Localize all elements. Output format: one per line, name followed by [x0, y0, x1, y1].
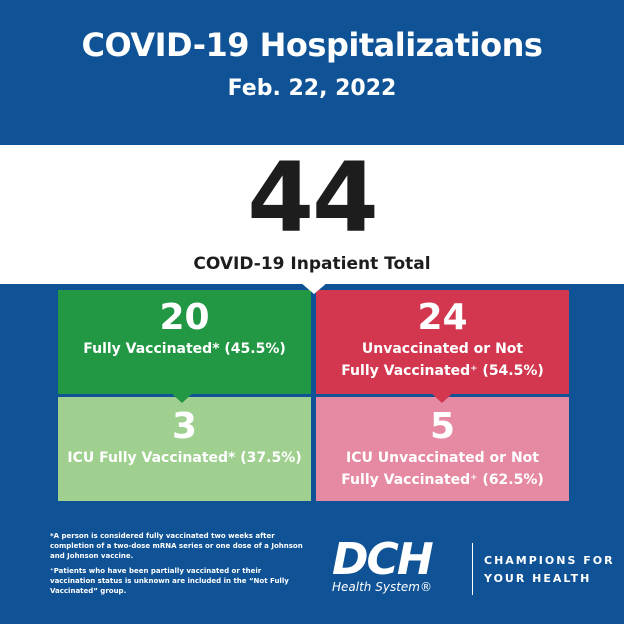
dch-logo-subtitle: Health System® [332, 580, 432, 594]
icu-unvaccinated-label-line1: ICU Unvaccinated or Not [346, 450, 539, 466]
unvaccinated-label-line2: Fully Vaccinated⁺ (54.5%) [341, 363, 544, 379]
inpatient-total-value: 44 [247, 142, 379, 254]
footnote-not-fully-vaccinated: ⁺Patients who have been partially vaccin… [50, 567, 289, 595]
icu-unvaccinated-label-line2: Fully Vaccinated⁺ (62.5%) [341, 472, 544, 488]
icu-fully-vaccinated-label: ICU Fully Vaccinated* (37.5%) [67, 450, 302, 466]
unvaccinated-box: 24 Unvaccinated or Not Fully Vaccinated⁺… [316, 290, 569, 394]
icu-unvaccinated-count: 5 [429, 406, 456, 447]
total-band [0, 145, 624, 284]
report-date: Feb. 22, 2022 [227, 76, 397, 101]
tagline-line2: YOUR HEALTH [484, 572, 592, 585]
dch-logo: DCH Health System® [328, 537, 468, 597]
tagline: CHAMPIONS FOR YOUR HEALTH [484, 552, 615, 588]
logo-divider [472, 543, 473, 595]
page-title: COVID-19 Hospitalizations [81, 26, 543, 64]
fully-vaccinated-count: 20 [159, 297, 210, 338]
dch-logo-mark: DCH [332, 534, 434, 585]
icu-fully-vaccinated-count: 3 [171, 406, 198, 447]
inpatient-total-label: COVID-19 Inpatient Total [193, 254, 431, 274]
total-pointer [300, 282, 328, 294]
unvaccinated-label-line1: Unvaccinated or Not [361, 341, 524, 357]
icu-unvaccinated-box: 5 ICU Unvaccinated or Not Fully Vaccinat… [316, 397, 569, 501]
fully-vaccinated-box: 20 Fully Vaccinated* (45.5%) [58, 290, 311, 394]
green-pointer [170, 392, 194, 403]
icu-fully-vaccinated-box: 3 ICU Fully Vaccinated* (37.5%) [58, 397, 311, 501]
fully-vaccinated-label: Fully Vaccinated* (45.5%) [83, 341, 286, 357]
footnote-fully-vaccinated: *A person is considered fully vaccinated… [50, 532, 303, 560]
red-pointer [430, 392, 454, 403]
tagline-line1: CHAMPIONS FOR [484, 554, 615, 567]
unvaccinated-count: 24 [417, 297, 468, 338]
